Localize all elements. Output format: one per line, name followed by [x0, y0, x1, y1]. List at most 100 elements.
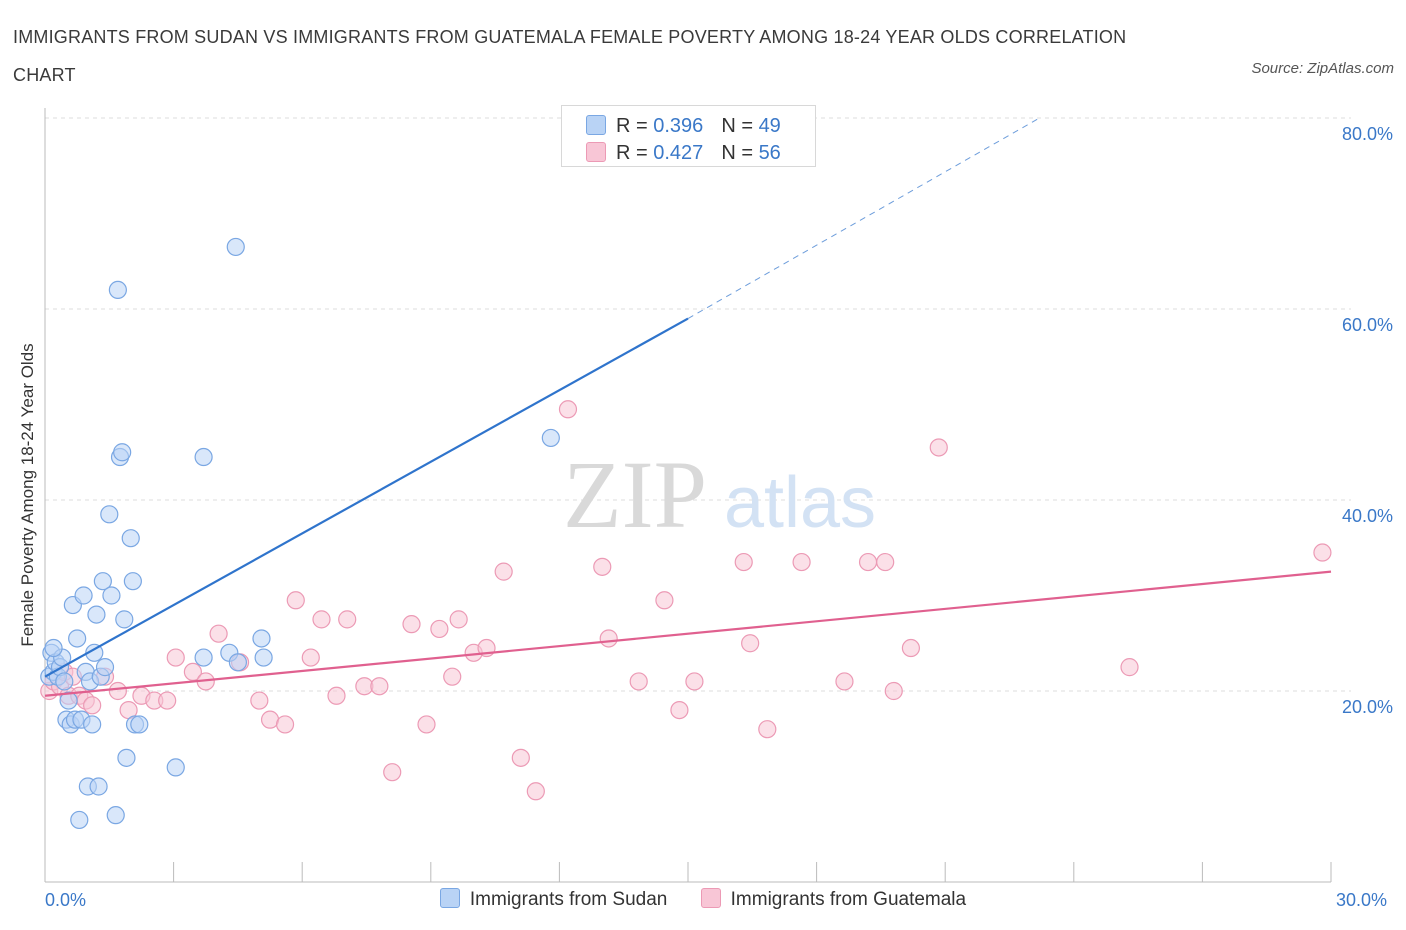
guatemala-point — [792, 552, 811, 572]
sudan-trend-extension — [687, 117, 1040, 319]
sudan-point — [68, 629, 87, 648]
guatemala-point — [250, 691, 269, 710]
guatemala-point — [301, 648, 320, 667]
sudan-point — [102, 586, 121, 605]
sudan-point — [252, 629, 271, 648]
sudan-point — [254, 648, 273, 667]
guatemala-point — [494, 562, 513, 581]
guatemala-point — [158, 691, 177, 710]
guatemala-point — [370, 677, 389, 696]
guatemala-point — [629, 672, 648, 691]
r-label: R = — [616, 142, 648, 164]
sudan-point — [89, 777, 108, 796]
guatemala-point — [166, 648, 185, 667]
grid — [45, 117, 1351, 692]
sudan-point — [74, 586, 93, 605]
guatemala-point — [417, 715, 436, 734]
stats-legend: R = 0.396 N = 49 R = 0.427 N = 56 — [561, 105, 816, 167]
guatemala-point — [275, 715, 295, 734]
sudan-point — [55, 672, 74, 691]
r-value: 0.396 — [653, 115, 704, 137]
legend-item-sudan[interactable]: Immigrants from Sudan — [439, 888, 668, 911]
guatemala-point — [526, 782, 545, 801]
guatemala-point — [593, 557, 612, 576]
sudan-point — [113, 443, 132, 462]
x-tick-label-max: 30.0% — [1336, 890, 1388, 910]
sudan-point — [83, 715, 102, 734]
sudan-point — [194, 447, 213, 467]
sudan-point — [93, 572, 112, 591]
sudan-point — [59, 691, 78, 710]
guatemala-point — [402, 615, 421, 634]
watermark: ZIP atlas — [563, 441, 876, 548]
guatemala-point — [430, 619, 449, 639]
x-tick-label-min: 0.0% — [45, 890, 87, 910]
guatemala-point — [312, 610, 331, 629]
guatemala-point — [1313, 543, 1332, 562]
guatemala-trend-line — [44, 570, 1332, 697]
sudan-swatch — [586, 115, 606, 135]
chart-title: IMMIGRANTS FROM SUDAN VS IMMIGRANTS FROM… — [13, 27, 1127, 85]
legend-item-guatemala[interactable]: Immigrants from Guatemala — [700, 888, 967, 911]
guatemala-point — [758, 720, 777, 739]
sudan-point — [541, 428, 560, 448]
guatemala-point — [670, 700, 689, 720]
watermark-zip: ZIP — [563, 441, 707, 548]
guatemala-point — [260, 710, 280, 729]
trend-lines — [44, 117, 1332, 697]
n-label: N = — [721, 115, 753, 137]
guatemala-point — [685, 672, 704, 691]
guatemala-point — [599, 629, 618, 648]
guatemala-point — [741, 634, 760, 653]
guatemala-point — [901, 638, 921, 658]
guatemala-point — [83, 696, 102, 715]
guatemala-point — [511, 748, 530, 767]
sudan-point — [194, 648, 213, 667]
n-label: N = — [721, 142, 753, 164]
guatemala-point — [383, 763, 402, 782]
sudan-point — [228, 653, 247, 672]
guatemala-point — [338, 610, 357, 629]
y-tick-label: 20.0% — [1341, 697, 1393, 717]
guatemala-point — [835, 672, 854, 691]
y-tick-label: 40.0% — [1341, 506, 1393, 526]
legend-label-sudan: Immigrants from Sudan — [469, 889, 668, 910]
guatemala-swatch — [700, 888, 721, 908]
series-legend: Immigrants from Sudan Immigrants from Gu… — [0, 888, 1406, 911]
sudan-point — [87, 605, 106, 624]
guatemala-point — [1120, 658, 1139, 677]
sudan-point — [95, 658, 115, 677]
guatemala-point — [327, 686, 346, 705]
guatemala-point — [558, 400, 578, 419]
guatemala-point — [734, 552, 753, 572]
sudan-point — [70, 810, 89, 830]
guatemala-point — [209, 624, 228, 643]
y-tick-label: 60.0% — [1341, 315, 1393, 335]
sudan-point — [130, 715, 149, 734]
guatemala-point — [884, 681, 903, 701]
sudan-point — [117, 748, 136, 767]
r-label: R = — [616, 115, 648, 137]
r-value: 0.427 — [653, 142, 704, 164]
guatemala-point — [108, 681, 127, 701]
sudan-trend-line — [44, 317, 689, 678]
guatemala-point — [449, 610, 468, 629]
sudan-point — [226, 237, 245, 257]
sudan-point — [121, 529, 140, 548]
stats-legend-row-sudan: R = 0.396 N = 49 — [586, 112, 781, 140]
y-axis-label: Female Poverty Among 18-24 Year Olds — [18, 343, 37, 647]
legend-label-guatemala: Immigrants from Guatemala — [730, 889, 967, 910]
source-label: Source: ZipAtlas.com — [1251, 60, 1394, 77]
guatemala-point — [655, 591, 674, 610]
guatemala-swatch — [586, 142, 606, 162]
sudan-point — [123, 572, 142, 591]
guatemala-point — [443, 667, 462, 686]
n-value: 56 — [758, 142, 781, 164]
sudan-swatch — [439, 888, 460, 908]
sudan-point — [106, 806, 125, 825]
y-tick-label: 80.0% — [1341, 124, 1393, 144]
guatemala-point — [876, 552, 895, 572]
n-value: 49 — [758, 115, 781, 137]
sudan-point — [44, 638, 63, 658]
